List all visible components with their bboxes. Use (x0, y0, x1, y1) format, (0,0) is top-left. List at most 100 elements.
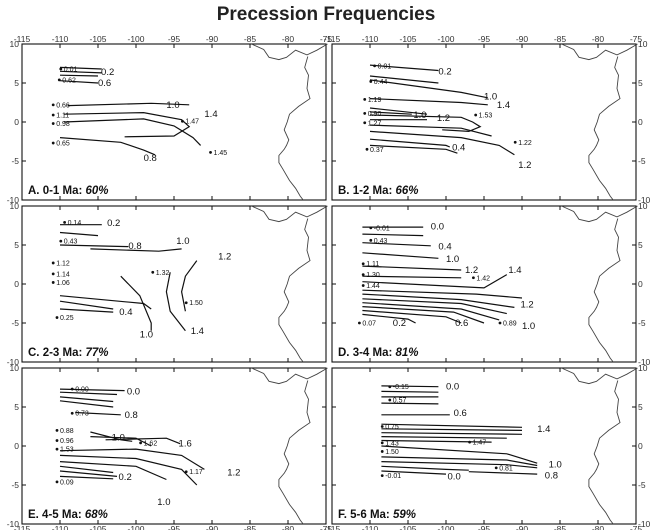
station-marker (51, 122, 55, 125)
contour-line (59, 308, 114, 313)
contour-line (381, 390, 439, 393)
station-value: -0.01 (374, 225, 390, 232)
panel-a: -115 -110 -105 -100 -95 -90 -85 -80 -75 10 5 0 -5 -10… (7, 34, 333, 205)
contour-line (59, 300, 114, 310)
station-value: 0.00 (75, 387, 89, 394)
contour-label: 0.8 (545, 471, 558, 482)
x-tick-label: -90 (516, 524, 529, 530)
station-value: 0.73 (75, 411, 89, 418)
panel-label: A. 0-1 Ma: 60% (28, 185, 109, 197)
contour-line (362, 293, 515, 308)
contour-line (362, 298, 507, 315)
station-value: -0.01 (385, 473, 401, 480)
y-tick-label: -10 (7, 519, 20, 529)
contour-label: 1.0 (157, 497, 170, 508)
panel-label: E. 4-5 Ma: 68% (28, 509, 108, 521)
x-tick-label: -85 (244, 34, 257, 44)
station-value: 1.44 (366, 283, 380, 290)
station-value: 0.66 (56, 102, 70, 109)
x-tick-label: -105 (89, 34, 106, 44)
station-marker (63, 220, 66, 224)
station-value: 0.37 (370, 147, 384, 154)
station-marker (468, 440, 471, 444)
contour-line (369, 75, 439, 84)
contour-line (59, 391, 118, 396)
station-value: 1.53 (479, 112, 493, 119)
y-tick-label: 0 (14, 441, 19, 451)
y-tick-label: 5 (638, 402, 643, 412)
figure-title: Precession Frequencies (216, 4, 436, 25)
x-tick-label: -95 (478, 524, 491, 530)
contour-label: 0.0 (431, 221, 444, 232)
contour-label: 1.2 (518, 160, 531, 171)
contour-line (59, 231, 99, 237)
contour-line (381, 461, 538, 469)
station-value: 0.65 (56, 141, 70, 148)
x-tick-label: -90 (206, 524, 219, 530)
panel-f: -115 -110 -105 -100 -95 -90 -85 -80 -75 10 5 0 -5 -10… (324, 363, 651, 530)
contour-label: 1.4 (191, 326, 204, 337)
x-tick-label: -100 (127, 524, 144, 530)
station-marker (498, 321, 502, 325)
station-marker (380, 441, 384, 445)
station-marker (51, 103, 55, 107)
contour-line (369, 98, 488, 106)
y-tick-label: 5 (14, 402, 19, 412)
contour-line (362, 275, 462, 279)
x-tick-label: -110 (362, 34, 379, 44)
panel-percent: 68% (85, 509, 108, 521)
station-value: -0.15 (393, 384, 409, 391)
panel-period: F. 5-6 Ma: (338, 509, 393, 521)
contour-line (381, 432, 523, 435)
contour-line (90, 436, 152, 447)
panel-period: D. 3-4 Ma: (338, 347, 396, 359)
station-value: 1.22 (518, 140, 532, 147)
panel-period: C. 2-3 Ma: (28, 347, 86, 359)
x-tick-label: -110 (52, 524, 69, 530)
contour-line (362, 274, 508, 289)
station-marker (373, 64, 376, 68)
station-marker (59, 67, 63, 71)
station-marker (358, 321, 361, 325)
station-value: 1.45 (214, 150, 228, 157)
station-value: 1.06 (56, 280, 70, 287)
contour-line (362, 289, 523, 299)
contour-line (362, 309, 462, 324)
station-value: 0.75 (385, 424, 399, 431)
contour-line (59, 70, 102, 74)
contour-line (381, 436, 507, 439)
station-marker (494, 466, 498, 470)
contour-line (369, 79, 488, 99)
x-tick-label: -80 (282, 34, 295, 44)
station-marker (380, 425, 384, 428)
contour-label: 0.2 (119, 472, 132, 483)
panel-c: 10 5 0 -5 -10 0.14 0.43 1.12 1.14 1.06 1.32 1.50 0.2… (7, 201, 328, 367)
x-tick-label: -110 (52, 34, 69, 44)
contour-line (59, 461, 167, 481)
contour-label: 1.0 (413, 110, 426, 121)
contour-label: 0.8 (144, 153, 157, 164)
station-marker (380, 450, 384, 453)
contour-line (59, 74, 99, 77)
contour-label: 0.4 (119, 307, 132, 318)
station-marker (57, 78, 61, 82)
station-value: 1.50 (385, 449, 399, 456)
contour-line (381, 402, 439, 405)
x-tick-label: -85 (554, 524, 567, 530)
x-tick-label: -90 (516, 34, 529, 44)
y-tick-label: 5 (14, 78, 19, 88)
x-tick-label: -100 (437, 34, 454, 44)
contour-label: 1.4 (508, 265, 521, 276)
contour-label: 1.4 (497, 100, 510, 111)
station-value: 0.96 (60, 438, 74, 445)
station-marker (365, 147, 369, 151)
station-marker (474, 113, 478, 117)
x-tick-label: -85 (554, 34, 567, 44)
y-tick-label: -10 (638, 195, 651, 205)
contour-line (381, 428, 523, 431)
panel-percent: 66% (396, 185, 419, 197)
x-tick-label: -95 (168, 34, 181, 44)
contour-label: 1.0 (140, 330, 153, 341)
panel-percent: 59% (393, 509, 416, 521)
station-value: 0.44 (374, 79, 388, 86)
